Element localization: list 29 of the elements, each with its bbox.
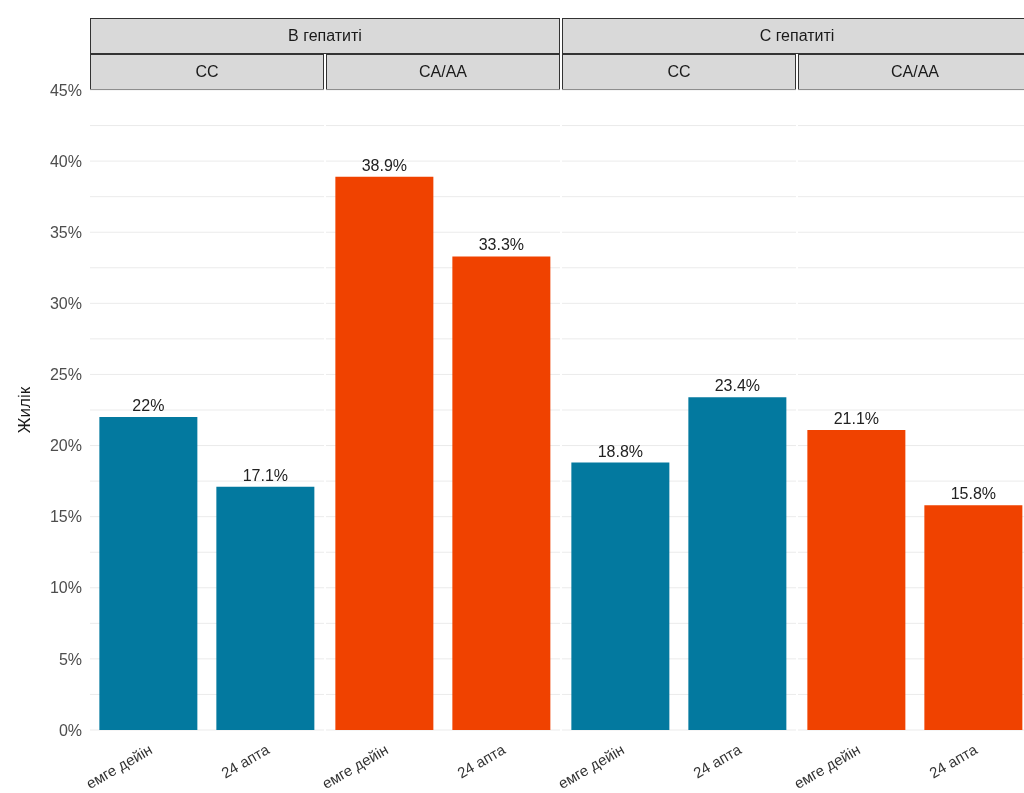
data-label: 38.9%: [361, 156, 408, 174]
data-label: 15.8%: [950, 485, 997, 503]
y-tick-label: 5%: [58, 650, 82, 668]
data-label: 18.8%: [597, 442, 644, 460]
data-label: 23.4%: [714, 377, 761, 395]
y-tick-label: 25%: [49, 366, 82, 384]
y-tick-label: 30%: [49, 295, 82, 313]
chart-title: CA/AA: [326, 54, 560, 90]
y-tick-label: 45%: [49, 81, 82, 99]
x-tick-label: 24 апта: [690, 740, 745, 782]
chart-subtitle: С гепатиті: [562, 18, 1024, 54]
y-tick-label: 35%: [49, 223, 82, 241]
y-tick-label: 40%: [49, 152, 82, 170]
y-axis-title: Жилік: [15, 386, 35, 434]
x-tick-label: 24 апта: [926, 740, 981, 782]
y-tick-label: 0%: [58, 721, 82, 739]
data-label: 21.1%: [833, 409, 880, 427]
x-tick-label: 24 апта: [454, 740, 509, 782]
chart-subtitle: В гепатиті: [90, 18, 560, 54]
chart-title: CC: [562, 54, 796, 90]
data-label: 33.3%: [478, 236, 525, 254]
y-tick-label: 20%: [49, 437, 82, 455]
y-tick-label: 15%: [49, 508, 82, 526]
chart-title: CC: [90, 54, 324, 90]
data-label: 17.1%: [242, 466, 289, 484]
data-label: 22%: [132, 397, 165, 415]
x-tick-label: 24 апта: [218, 740, 273, 782]
chart-title: CA/AA: [798, 54, 1024, 90]
y-tick-label: 10%: [49, 579, 82, 597]
